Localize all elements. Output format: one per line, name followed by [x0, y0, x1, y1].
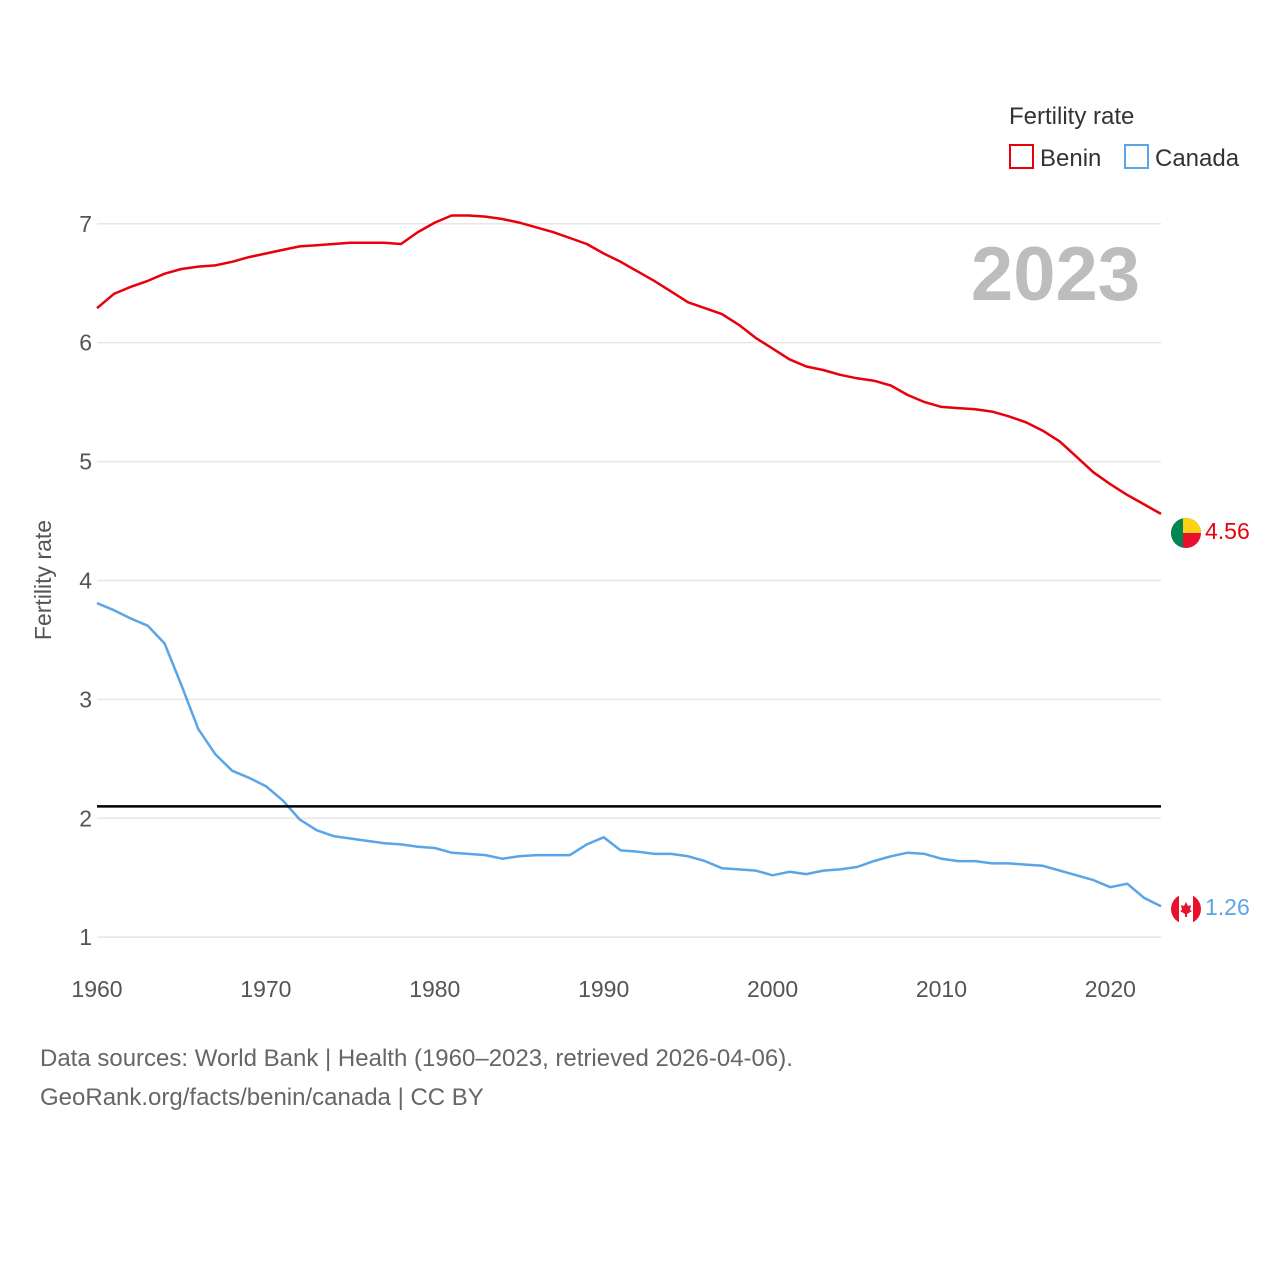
x-tick-label: 2010	[916, 976, 967, 1002]
legend-label-canada: Canada	[1155, 145, 1240, 172]
x-tick-label: 1960	[71, 976, 122, 1002]
canada-flag-icon	[1171, 894, 1201, 924]
benin-flag-icon	[1171, 518, 1201, 548]
y-tick-label: 1	[79, 924, 92, 950]
footer-sources: Data sources: World Bank | Health (1960–…	[40, 1045, 793, 1072]
legend-swatch-canada	[1124, 144, 1149, 169]
footer-link: GeoRank.org/facts/benin/canada | CC BY	[40, 1084, 484, 1111]
x-axis-ticks: 1960 1970 1980 1990 2000 2010 2020	[71, 976, 1136, 1002]
year-stamp: 2023	[971, 232, 1140, 317]
x-tick-label: 1970	[240, 976, 291, 1002]
x-tick-label: 1990	[578, 976, 629, 1002]
y-tick-label: 4	[79, 567, 92, 593]
x-tick-label: 2020	[1085, 976, 1136, 1002]
legend-label-benin: Benin	[1040, 145, 1101, 172]
y-tick-label: 5	[79, 449, 92, 475]
y-axis-label: Fertility rate	[30, 520, 56, 640]
gridlines	[97, 223, 1161, 938]
legend-title: Fertility rate	[1009, 103, 1134, 130]
y-tick-label: 6	[79, 330, 92, 356]
y-tick-label: 7	[79, 211, 92, 237]
benin-end-value: 4.56	[1205, 518, 1250, 544]
series-line-benin	[96, 214, 1162, 515]
legend: Fertility rate Benin Canada	[1009, 103, 1240, 172]
y-tick-label: 2	[79, 805, 92, 831]
canada-end-value: 1.26	[1205, 894, 1250, 920]
y-axis-ticks: 1 2 3 4 5 6 7	[79, 211, 92, 950]
y-tick-label: 3	[79, 686, 92, 712]
x-tick-label: 1980	[409, 976, 460, 1002]
series-lines	[96, 214, 1162, 908]
series-line-canada	[96, 601, 1162, 908]
legend-swatch-benin	[1009, 144, 1034, 169]
x-tick-label: 2000	[747, 976, 798, 1002]
